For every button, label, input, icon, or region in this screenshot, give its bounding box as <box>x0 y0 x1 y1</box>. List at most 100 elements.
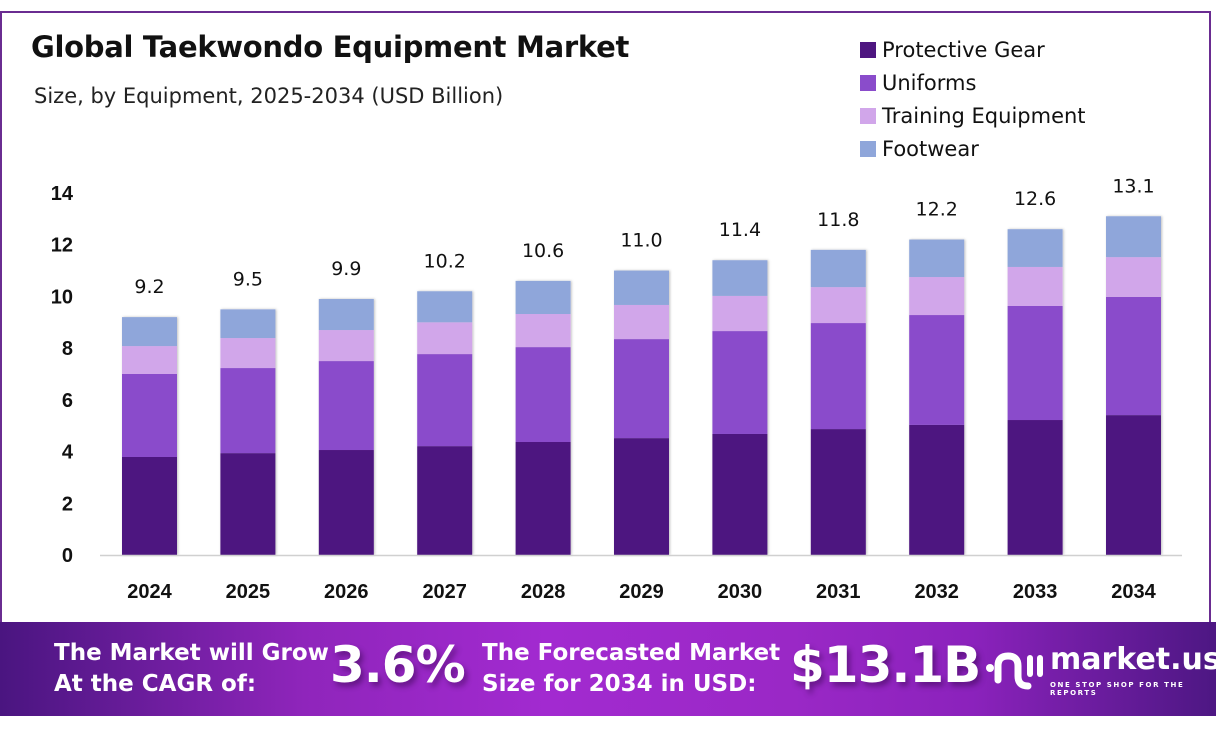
y-tick-label: 8 <box>62 338 73 360</box>
x-tick-label: 2024 <box>127 581 172 603</box>
bar-segment-training-equipment <box>909 277 965 316</box>
x-tick-label: 2027 <box>422 581 467 603</box>
bar-segment-protective-gear <box>810 429 866 555</box>
bar-segment-protective-gear <box>1007 420 1063 555</box>
stacked-bar-chart: 0 2 4 6 8 10 12 14 2024 2025 2026 2027 2028 2029 2030… <box>51 175 1182 603</box>
total-label: 10.2 <box>424 250 466 272</box>
y-tick-label: 14 <box>51 183 74 205</box>
bar-segment-uniforms <box>614 339 669 439</box>
x-tick-label: 2026 <box>324 581 369 603</box>
y-tick-label: 6 <box>62 390 73 412</box>
bar-segment-footwear <box>515 280 571 315</box>
bar-segment-footwear <box>318 299 374 331</box>
market-us-logo-icon <box>986 652 1043 690</box>
bar-segment-footwear <box>1007 229 1063 267</box>
total-label: 11.0 <box>620 230 662 252</box>
bar-segment-uniforms <box>122 374 177 458</box>
y-tick-label: 4 <box>62 442 74 464</box>
bar-segment-uniforms <box>909 315 965 425</box>
bar-segment-uniforms <box>712 331 768 434</box>
summary-banner: The Market will Grow At the CAGR of: 3.6… <box>0 622 1216 716</box>
total-labels: 9.2 9.5 9.9 10.2 10.6 11.0 11.4 11.8 12.2 12.6 13.… <box>134 175 1154 298</box>
total-label: 9.5 <box>233 268 263 290</box>
bar-segment-footwear <box>614 270 669 305</box>
bar-segment-uniforms <box>1007 305 1063 421</box>
x-tick-label: 2030 <box>718 581 763 603</box>
bar-segment-protective-gear <box>220 453 276 555</box>
bar-segment-protective-gear <box>1106 415 1161 555</box>
bar-segment-footwear <box>122 317 177 347</box>
bar-segment-training-equipment <box>417 322 473 355</box>
total-label: 12.6 <box>1014 188 1056 210</box>
total-label: 10.6 <box>522 240 564 262</box>
logo-tagline: ONE STOP SHOP FOR THE REPORTS <box>1050 681 1185 697</box>
legend-swatch <box>860 140 876 157</box>
y-axis: 0 2 4 6 8 10 12 14 <box>51 183 74 567</box>
bar-stack-2031 <box>810 249 866 555</box>
bar-segment-uniforms <box>220 368 276 454</box>
legend-label: Uniforms <box>882 70 977 95</box>
y-tick-label: 0 <box>62 545 73 567</box>
bar-segment-footwear <box>712 260 768 296</box>
x-axis: 2024 2025 2026 2027 2028 2029 2030 2031 2032 2033… <box>127 581 1156 603</box>
bar-segment-training-equipment <box>614 304 669 340</box>
bar-segment-footwear <box>417 291 473 323</box>
x-tick-label: 2028 <box>521 581 566 603</box>
bar-segment-training-equipment <box>122 346 177 374</box>
total-label: 11.4 <box>719 219 761 241</box>
forecast-label-line2: Size for 2034 in USD: <box>482 671 757 697</box>
legend-label: Training Equipment <box>882 103 1086 128</box>
bar-segment-footwear <box>810 249 866 288</box>
bar-segment-protective-gear <box>614 438 669 555</box>
forecast-label: The Forecasted Market Size for 2034 in U… <box>482 638 780 700</box>
bar-segment-protective-gear <box>417 446 473 555</box>
cagr-label: The Market will Grow At the CAGR of: <box>54 638 329 700</box>
legend-swatch <box>860 107 876 124</box>
legend-item-protective-gear: Protective Gear <box>860 33 1086 66</box>
x-tick-label: 2025 <box>226 581 271 603</box>
bar-segment-uniforms <box>417 354 473 447</box>
legend-swatch <box>860 74 876 91</box>
x-tick-label: 2034 <box>1111 581 1156 603</box>
bar-segment-training-equipment <box>220 338 276 369</box>
legend: Protective Gear Uniforms Training Equipm… <box>860 33 1086 165</box>
bar-stack-2028 <box>515 280 571 555</box>
bar-stack-2024 <box>122 317 177 555</box>
bar-stack-2033 <box>1007 229 1063 555</box>
y-tick-label: 10 <box>51 286 73 308</box>
bar-segment-uniforms <box>318 361 374 451</box>
bar-segment-uniforms <box>1106 296 1161 416</box>
bar-segment-uniforms <box>810 323 866 430</box>
legend-label: Protective Gear <box>882 37 1045 62</box>
bar-segment-training-equipment <box>1106 257 1161 297</box>
bar-stack-2032 <box>909 239 965 555</box>
forecast-label-line1: The Forecasted Market <box>482 640 781 666</box>
bar-stack-2025 <box>220 309 276 555</box>
bar-stack-2034 <box>1106 216 1161 555</box>
total-label: 11.8 <box>817 209 859 231</box>
bar-segment-protective-gear <box>712 433 768 555</box>
chart-title: Global Taekwondo Equipment Market <box>31 30 630 64</box>
bar-stack-2027 <box>417 291 473 555</box>
x-tick-label: 2029 <box>619 581 664 603</box>
bar-segment-training-equipment <box>712 295 768 332</box>
legend-item-uniforms: Uniforms <box>860 66 1086 99</box>
legend-item-footwear: Footwear <box>860 132 1086 165</box>
x-tick-label: 2032 <box>914 581 959 603</box>
forecast-value: $13.1B <box>790 636 981 694</box>
bar-segment-training-equipment <box>1007 266 1063 306</box>
bar-segment-protective-gear <box>909 424 965 555</box>
bar-segment-training-equipment <box>515 314 571 348</box>
total-label: 9.2 <box>134 276 164 298</box>
chart-frame <box>0 11 1211 711</box>
total-label: 12.2 <box>916 199 958 221</box>
chart-subtitle: Size, by Equipment, 2025-2034 (USD Billi… <box>34 84 504 108</box>
logo-name: market.us <box>1050 642 1216 677</box>
bar-segment-training-equipment <box>318 330 374 362</box>
bar-stack-2029 <box>614 270 669 555</box>
cagr-label-line1: The Market will Grow <box>54 640 329 666</box>
x-tick-label: 2033 <box>1013 581 1058 603</box>
bar-segment-protective-gear <box>318 450 374 555</box>
total-label: 13.1 <box>1112 175 1154 197</box>
y-tick-label: 2 <box>62 493 73 515</box>
